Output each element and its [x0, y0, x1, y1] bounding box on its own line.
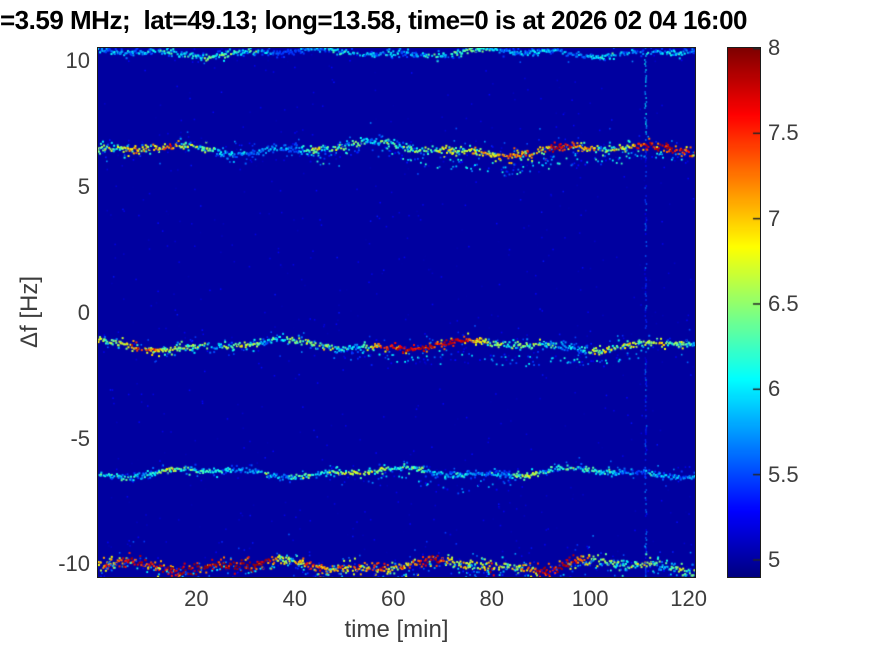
y-tick-label: 0 — [77, 299, 90, 325]
y-tick-label: -5 — [70, 425, 90, 451]
colorbar-tick-label: 7.5 — [768, 120, 799, 146]
y-tick-label: 10 — [65, 48, 90, 74]
colorbar-tick-label: 6 — [768, 376, 781, 402]
x-axis-label: time [min] — [344, 616, 449, 643]
y-tick-label: -10 — [58, 551, 90, 577]
x-tick-label: 20 — [184, 586, 209, 611]
x-tick-label: 120 — [670, 586, 707, 611]
colorbar-tick-label: 6.5 — [768, 290, 799, 316]
x-tick-label: 80 — [479, 586, 504, 611]
colorbar-tick-label: 8 — [768, 35, 781, 60]
colorbar-tick-label: 5.5 — [768, 461, 799, 487]
colorbar — [727, 47, 761, 578]
colorbar-tick-label: 5 — [768, 546, 781, 572]
spectrogram-plot — [97, 47, 696, 578]
y-tick-label: 5 — [77, 173, 90, 199]
plot-title: =3.59 MHz; lat=49.13; long=13.58, time=0… — [0, 5, 748, 35]
colorbar-tick-label: 7 — [768, 205, 781, 231]
x-tick-label: 60 — [381, 586, 406, 611]
x-tick-label: 40 — [282, 586, 308, 611]
x-tick-label: 100 — [571, 586, 609, 611]
